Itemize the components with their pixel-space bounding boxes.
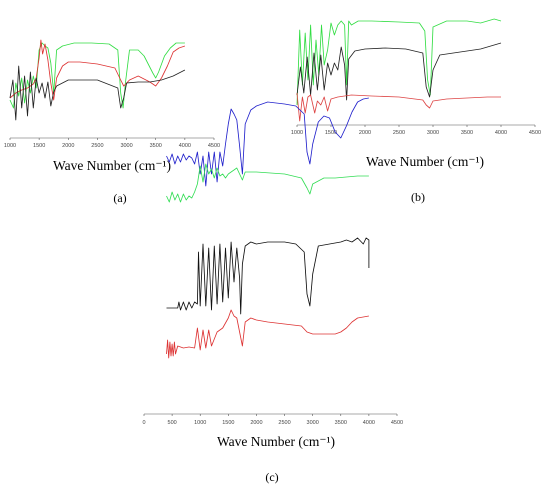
panel-b-series-1-line	[296, 18, 502, 106]
panel-a-x-tick-label: 4500	[208, 143, 220, 149]
panel-c-series-1-line	[166, 97, 369, 187]
panel-c-series-4-line	[166, 309, 369, 359]
panel-c-x-axis-label: Wave Number (cm⁻¹)	[217, 434, 335, 449]
panel-c-chart: 0 500 1000 1500 2000 2500 3000 3500 4000 4500 Wav…	[142, 97, 403, 484]
panel-b-label: (b)	[411, 190, 425, 204]
panel-c-series-3-line	[166, 237, 370, 315]
panel-a-x-tick-label: 1500	[33, 143, 45, 149]
panel-b-x-tick-label: 3000	[427, 130, 439, 136]
panel-a-series-1-line	[9, 42, 185, 109]
panel-b-x-axis-label: Wave Number (cm⁻¹)	[366, 154, 484, 169]
panel-a-x-tick-label: 4000	[179, 143, 191, 149]
panel-c-series-group	[166, 97, 370, 359]
panel-c-x-tick-label: 1500	[222, 420, 234, 426]
panel-b-x-tick-label: 2500	[393, 130, 405, 136]
panel-b-x-tick-label: 4500	[529, 130, 541, 136]
panel-c-x-tick-label: 2000	[250, 420, 262, 426]
panel-a-x-tick-label: 1000	[4, 143, 16, 149]
panel-c-x-tick-label: 500	[168, 420, 177, 426]
panel-c-label: (c)	[265, 470, 278, 484]
panel-b-chart: 1000 1500 2000 2500 3000 3500 4000 4500 Wave Nu…	[291, 18, 541, 204]
panel-c-x-tick-label: 4500	[391, 420, 403, 426]
panel-b-x-ticks: 1000 1500 2000 2500 3000 3500 4000 4500	[291, 125, 541, 136]
panel-c-x-tick-label: 2500	[278, 420, 290, 426]
panel-a-x-tick-label: 3500	[150, 143, 162, 149]
panel-c-x-tick-label: 3000	[307, 420, 319, 426]
panel-a-x-tick-label: 3000	[120, 143, 132, 149]
panel-a-series-3-line	[9, 65, 186, 121]
panel-b-series-2-line	[296, 42, 502, 101]
panel-a-series-group	[9, 39, 186, 121]
panel-a-x-ticks: 1000 1500 2000 2500 3000 3500 4000 4500	[4, 138, 220, 149]
panel-b-x-tick-label: 3500	[461, 130, 473, 136]
panel-c-x-ticks: 0 500 1000 1500 2000 2500 3000 3500 4000 4500	[142, 414, 403, 426]
panel-b-x-tick-label: 2000	[359, 130, 371, 136]
panel-b-x-tick-label: 1500	[325, 130, 337, 136]
panel-c-x-tick-label: 3500	[335, 420, 347, 426]
panel-a-series-2-line	[9, 39, 186, 101]
panel-b-x-tick-label: 4000	[495, 130, 507, 136]
panel-c-x-tick-label: 4000	[363, 420, 375, 426]
panel-b-series-3-line	[296, 92, 501, 122]
panel-c-x-tick-label: 0	[142, 420, 145, 426]
panel-a-label: (a)	[113, 191, 126, 205]
panel-c-series-2-line	[166, 163, 369, 203]
panel-b-x-tick-label: 1000	[291, 130, 303, 136]
panel-c-x-tick-label: 1000	[194, 420, 206, 426]
panel-b-series-group	[296, 18, 502, 122]
panel-a-x-tick-label: 2000	[62, 143, 74, 149]
panel-a-x-axis-label: Wave Number (cm⁻¹)	[53, 158, 171, 173]
panel-a-chart: 1000 1500 2000 2500 3000 3500 4000 4500 Wave Nu…	[4, 39, 220, 205]
panel-a-x-tick-label: 2500	[91, 143, 103, 149]
